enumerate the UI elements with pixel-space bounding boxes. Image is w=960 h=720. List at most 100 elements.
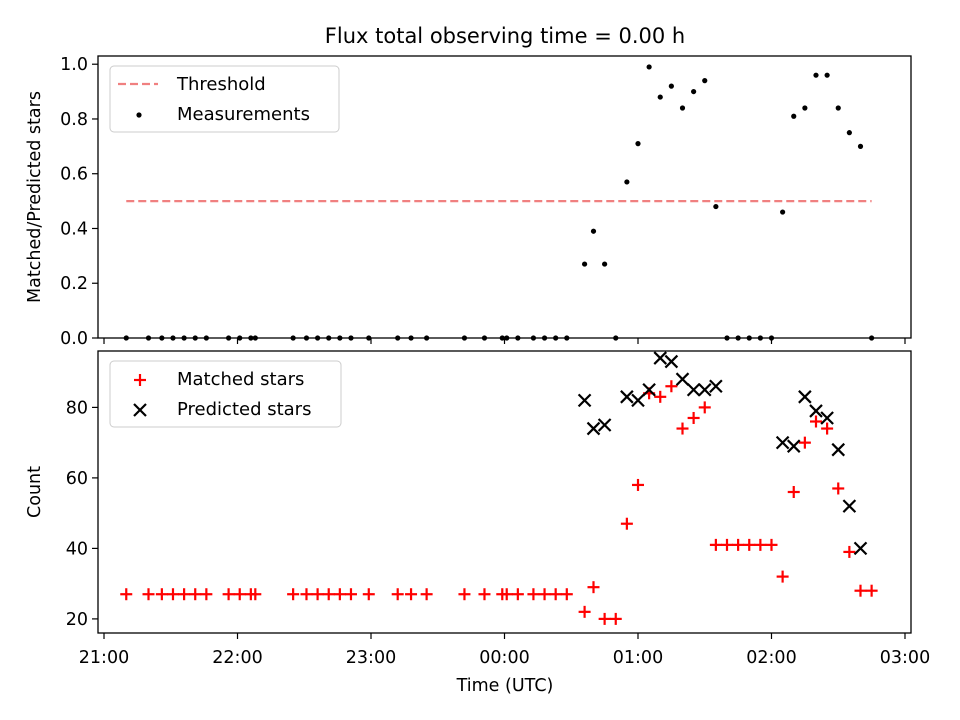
matched-stars-point bbox=[843, 545, 856, 558]
matched-stars-point bbox=[189, 588, 202, 601]
measurements-point bbox=[581, 261, 588, 267]
measurements-point bbox=[702, 78, 708, 84]
x-tick-label: 03:00 bbox=[880, 648, 930, 668]
predicted-stars-point bbox=[709, 379, 723, 394]
figure-title: Flux total observing time = 0.00 h bbox=[325, 24, 685, 48]
top-legend: Threshold Measurements bbox=[109, 65, 340, 133]
matched-stars-point bbox=[344, 588, 357, 601]
predicted-stars-point bbox=[675, 372, 690, 386]
bottom-y-tick-label: 60 bbox=[66, 469, 88, 489]
threshold-legend-label: Threshold bbox=[176, 74, 266, 95]
matched-stars-point bbox=[698, 401, 711, 414]
matched-stars-point bbox=[142, 588, 155, 601]
top-y-tick-label: 0.6 bbox=[60, 165, 88, 185]
measurements-point bbox=[668, 83, 674, 89]
matched-stars-legend-label: Matched stars bbox=[177, 369, 304, 390]
matched-stars-point bbox=[538, 588, 551, 601]
matched-stars-point bbox=[458, 588, 471, 601]
bottom-x-axis: 21:00 22:00 23:00 00:00 01:00 02:00 03:00 bbox=[79, 633, 930, 668]
measurements-point bbox=[846, 130, 852, 136]
measurements-point bbox=[602, 261, 608, 267]
matched-stars-point bbox=[854, 584, 867, 597]
measurements-point bbox=[780, 209, 786, 215]
predicted-stars-point bbox=[809, 404, 823, 418]
predicted-stars-point bbox=[664, 354, 679, 369]
top-y-tick-label: 0.2 bbox=[60, 274, 88, 294]
measurements-point bbox=[802, 105, 808, 111]
predicted-stars-point bbox=[653, 351, 668, 365]
top-y-tick-label: 0.4 bbox=[60, 219, 88, 239]
predicted-stars-point bbox=[586, 421, 601, 436]
matched-stars-point bbox=[776, 570, 789, 583]
predicted-stars-legend-label: Predicted stars bbox=[177, 399, 311, 420]
x-tick-label: 02:00 bbox=[746, 648, 796, 668]
matched-stars-point bbox=[720, 538, 733, 551]
measurements-point bbox=[791, 113, 797, 119]
matched-stars-point bbox=[676, 422, 689, 435]
matched-stars-point bbox=[511, 588, 524, 601]
top-y-tick-label: 0.0 bbox=[60, 329, 88, 349]
predicted-stars-legend-swatch bbox=[133, 403, 147, 417]
measurements-point bbox=[624, 179, 630, 185]
matched-stars-point bbox=[405, 588, 418, 601]
matched-stars-point bbox=[233, 588, 246, 601]
bottom-legend: Matched stars Predicted stars bbox=[109, 360, 342, 428]
matched-stars-point bbox=[754, 538, 767, 551]
predicted-stars-point bbox=[686, 382, 701, 397]
x-tick-label: 23:00 bbox=[346, 648, 396, 668]
matched-stars-point bbox=[420, 588, 433, 601]
matched-stars-point bbox=[787, 486, 800, 498]
matched-stars-point bbox=[609, 612, 622, 625]
top-y-axis-label: Matched/Predicted stars bbox=[25, 91, 45, 303]
measurements-point bbox=[657, 94, 663, 100]
matched-stars-point bbox=[560, 588, 573, 601]
measurements-legend-label: Measurements bbox=[177, 104, 310, 125]
matched-stars-point bbox=[631, 478, 644, 491]
matched-stars-point bbox=[587, 581, 600, 594]
matched-stars-point bbox=[732, 538, 745, 551]
measurements-point bbox=[857, 143, 864, 149]
matched-stars-point bbox=[311, 588, 324, 601]
x-axis-label: Time (UTC) bbox=[456, 676, 554, 696]
matched-stars-point bbox=[798, 436, 811, 449]
matched-stars-point bbox=[333, 588, 346, 601]
matched-stars-point bbox=[300, 588, 313, 601]
matched-stars-point bbox=[200, 588, 213, 601]
measurements-point bbox=[590, 228, 597, 234]
x-tick-label: 01:00 bbox=[613, 648, 663, 668]
bottom-legend-box bbox=[109, 360, 342, 428]
matched-stars-point bbox=[120, 588, 133, 601]
x-tick-label: 22:00 bbox=[212, 648, 262, 668]
predicted-stars-point bbox=[853, 541, 868, 556]
bottom-plot-area bbox=[120, 351, 878, 625]
measurements-point bbox=[713, 203, 719, 210]
predicted-stars-point bbox=[786, 439, 801, 453]
matched-stars-point bbox=[155, 588, 168, 601]
top-y-tick-label: 1.0 bbox=[60, 55, 88, 75]
matched-stars-point bbox=[709, 538, 722, 551]
matched-stars-point bbox=[743, 538, 756, 551]
matched-stars-point bbox=[549, 588, 562, 601]
predicted-stars-point bbox=[620, 390, 634, 404]
predicted-stars-point bbox=[775, 435, 790, 450]
matched-stars-point bbox=[620, 517, 633, 530]
matched-stars-point bbox=[362, 588, 375, 601]
bottom-panel: 20 40 60 80 21:00 22:00 23:00 00:00 01:00 02:00 0… bbox=[25, 350, 930, 668]
measurements-legend-swatch bbox=[136, 112, 142, 118]
matched-stars-point bbox=[865, 584, 878, 597]
matched-stars-point bbox=[578, 605, 591, 618]
predicted-stars-point bbox=[631, 393, 645, 408]
matched-stars-point bbox=[527, 588, 540, 601]
matched-stars-point bbox=[809, 415, 822, 428]
top-panel: 0.0 0.2 0.4 0.6 0.8 1.0 Matched/Predicted sta… bbox=[25, 55, 912, 349]
top-legend-box bbox=[109, 65, 340, 133]
predicted-stars-point bbox=[820, 411, 834, 425]
matched-stars-legend-swatch bbox=[134, 374, 146, 386]
matched-stars-point bbox=[665, 380, 678, 393]
matched-stars-point bbox=[166, 588, 179, 601]
bottom-y-tick-label: 20 bbox=[66, 610, 88, 630]
x-tick-label: 21:00 bbox=[79, 648, 129, 668]
matched-stars-point bbox=[178, 588, 191, 601]
matched-stars-point bbox=[222, 588, 235, 601]
